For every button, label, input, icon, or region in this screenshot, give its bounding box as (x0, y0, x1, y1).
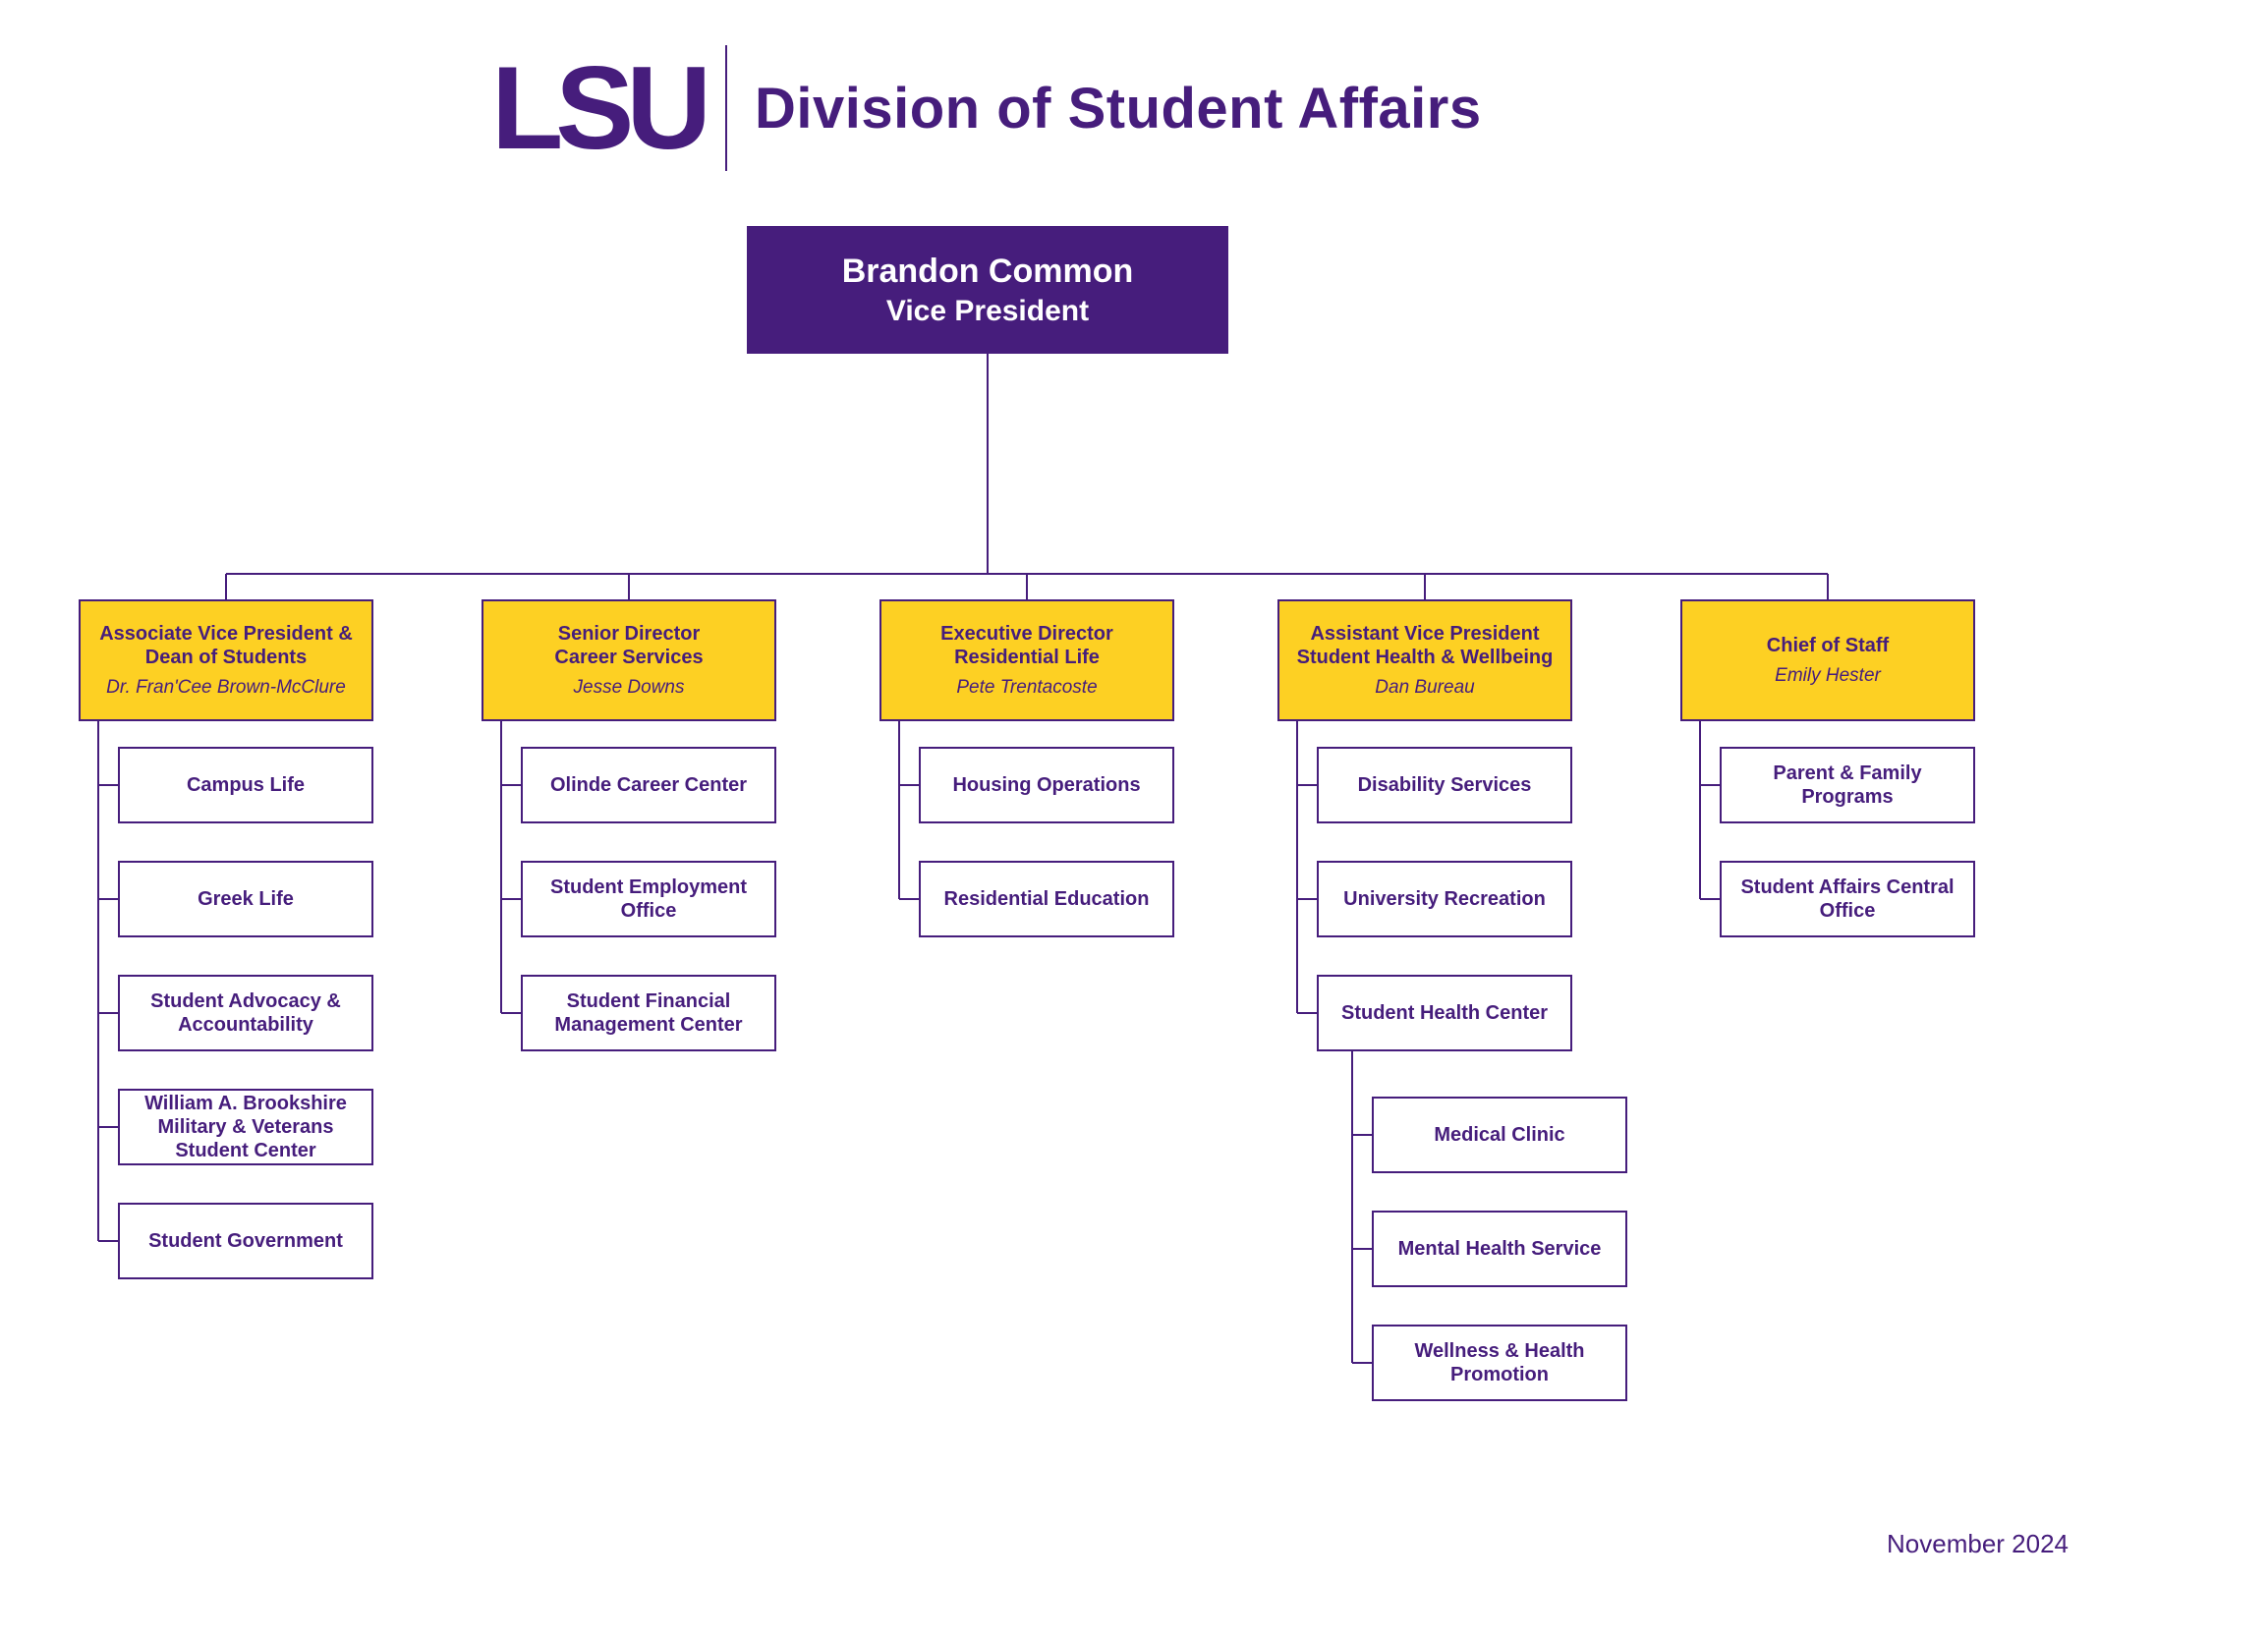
dept-spine-4 (1699, 721, 1701, 899)
subdept-connector-3-1 (1352, 1248, 1372, 1250)
dept-label: Greek Life (198, 887, 294, 911)
dept-label: Student Employment Office (531, 875, 766, 923)
dept-label: Disability Services (1358, 773, 1532, 797)
dept-connector-2-1 (899, 898, 919, 900)
role-box-1: Senior DirectorCareer ServicesJesse Down… (482, 599, 776, 721)
dept-box-3-0: Disability Services (1317, 747, 1572, 823)
dept-label: Student Affairs Central Office (1729, 875, 1965, 923)
dept-box-0-1: Greek Life (118, 861, 373, 937)
dept-connector-0-4 (98, 1240, 118, 1242)
dept-box-4-0: Parent & Family Programs (1720, 747, 1975, 823)
division-title: Division of Student Affairs (755, 76, 1482, 141)
dept-spine-2 (898, 721, 900, 899)
dept-label: Student Government (148, 1229, 343, 1253)
dept-box-0-0: Campus Life (118, 747, 373, 823)
connector-root-vertical (987, 354, 989, 574)
subdept-spine-3 (1351, 1051, 1353, 1363)
dept-spine-3 (1296, 721, 1298, 1013)
role-box-2: Executive DirectorResidential LifePete T… (879, 599, 1174, 721)
dept-box-2-1: Residential Education (919, 861, 1174, 937)
subdept-box-3-2: Wellness & Health Promotion (1372, 1325, 1627, 1401)
lsu-logo-text: LSU (491, 49, 704, 167)
root-title: Vice President (886, 293, 1089, 330)
dept-box-4-1: Student Affairs Central Office (1720, 861, 1975, 937)
connector-branch-drop-2 (1026, 574, 1028, 599)
role-box-0: Associate Vice President &Dean of Studen… (79, 599, 373, 721)
dept-spine-0 (97, 721, 99, 1241)
dept-connector-3-1 (1297, 898, 1317, 900)
logo-divider (725, 45, 727, 171)
dept-connector-0-2 (98, 1012, 118, 1014)
dept-connector-4-1 (1700, 898, 1720, 900)
dept-label: Student Financial Management Center (531, 989, 766, 1037)
dept-connector-1-0 (501, 784, 521, 786)
dept-label: Residential Education (944, 887, 1150, 911)
dept-connector-1-1 (501, 898, 521, 900)
dept-label: Housing Operations (952, 773, 1140, 797)
connector-branch-drop-1 (628, 574, 630, 599)
subdept-box-3-1: Mental Health Service (1372, 1211, 1627, 1287)
root-node: Brandon CommonVice President (747, 226, 1228, 354)
dept-connector-4-0 (1700, 784, 1720, 786)
dept-box-1-1: Student Employment Office (521, 861, 776, 937)
subdept-label: Wellness & Health Promotion (1382, 1339, 1617, 1386)
footer-date: November 2024 (1887, 1529, 2069, 1559)
dept-connector-3-0 (1297, 784, 1317, 786)
dept-label: Student Advocacy & Accountability (128, 989, 364, 1037)
dept-box-0-2: Student Advocacy & Accountability (118, 975, 373, 1051)
root-name: Brandon Common (842, 251, 1134, 293)
subdept-connector-3-0 (1352, 1134, 1372, 1136)
subdept-label: Mental Health Service (1398, 1237, 1602, 1261)
subdept-label: Medical Clinic (1434, 1123, 1564, 1147)
connector-branch-drop-4 (1827, 574, 1829, 599)
subdept-connector-3-2 (1352, 1362, 1372, 1364)
dept-connector-3-2 (1297, 1012, 1317, 1014)
dept-label: Campus Life (187, 773, 305, 797)
dept-label: Student Health Center (1341, 1001, 1548, 1025)
dept-spine-1 (500, 721, 502, 1013)
role-box-4: Chief of StaffEmily Hester (1680, 599, 1975, 721)
dept-connector-0-1 (98, 898, 118, 900)
dept-connector-0-3 (98, 1126, 118, 1128)
dept-box-2-0: Housing Operations (919, 747, 1174, 823)
dept-box-1-0: Olinde Career Center (521, 747, 776, 823)
dept-label: Olinde Career Center (550, 773, 747, 797)
subdept-box-3-0: Medical Clinic (1372, 1097, 1627, 1173)
connector-branch-drop-0 (225, 574, 227, 599)
dept-box-3-2: Student Health Center (1317, 975, 1572, 1051)
header-logo-block: LSU Division of Student Affairs (491, 45, 1482, 171)
dept-connector-0-0 (98, 784, 118, 786)
dept-label: Parent & Family Programs (1729, 762, 1965, 809)
dept-label: University Recreation (1343, 887, 1546, 911)
connector-branch-drop-3 (1424, 574, 1426, 599)
dept-box-1-2: Student Financial Management Center (521, 975, 776, 1051)
dept-connector-1-2 (501, 1012, 521, 1014)
dept-box-3-1: University Recreation (1317, 861, 1572, 937)
dept-label: William A. Brookshire Military & Veteran… (128, 1092, 364, 1162)
dept-box-0-3: William A. Brookshire Military & Veteran… (118, 1089, 373, 1165)
dept-box-0-4: Student Government (118, 1203, 373, 1279)
dept-connector-2-0 (899, 784, 919, 786)
role-box-3: Assistant Vice PresidentStudent Health &… (1277, 599, 1572, 721)
